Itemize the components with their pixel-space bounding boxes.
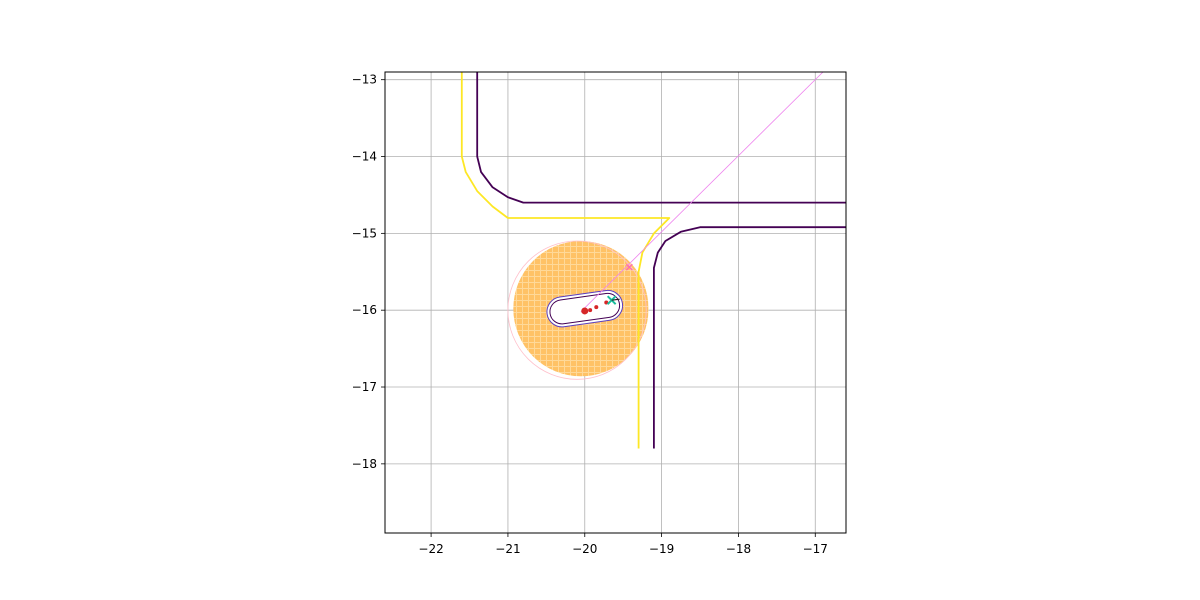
x-tick-label: −20 [572,542,597,556]
x-tick-label: −22 [418,542,443,556]
x-tick-label: −17 [803,542,828,556]
road-boundary-inner [460,72,671,449]
axes-ticks: −22 −21 −20 −19 −18 −17 −13 −14 −15 −16 −17 −18 [352,73,828,556]
x-tick-label: −21 [495,542,520,556]
x-tick-label: −19 [649,542,674,556]
plot-area [460,72,846,449]
y-tick-label: −18 [352,457,377,471]
y-tick-label: −15 [352,226,377,240]
x-tick-label: −18 [726,542,751,556]
road-boundary-outer-2 [653,226,846,449]
trajectory-point [594,305,599,310]
y-tick-label: −13 [352,73,377,87]
heading-arrow [611,298,620,301]
trajectory-point [581,307,589,315]
plot-frame [384,71,847,534]
vehicle-outline-inner [549,292,621,325]
y-tick-label: −16 [352,303,377,317]
ray [580,72,824,312]
y-tick-label: −17 [352,380,377,394]
road-boundary-outer-1 [476,72,846,204]
ray-hit-marker [625,263,633,271]
trajectory-point [588,308,593,313]
range-circle [507,240,647,380]
y-tick-label: −14 [352,150,377,164]
goal-marker [606,295,617,305]
